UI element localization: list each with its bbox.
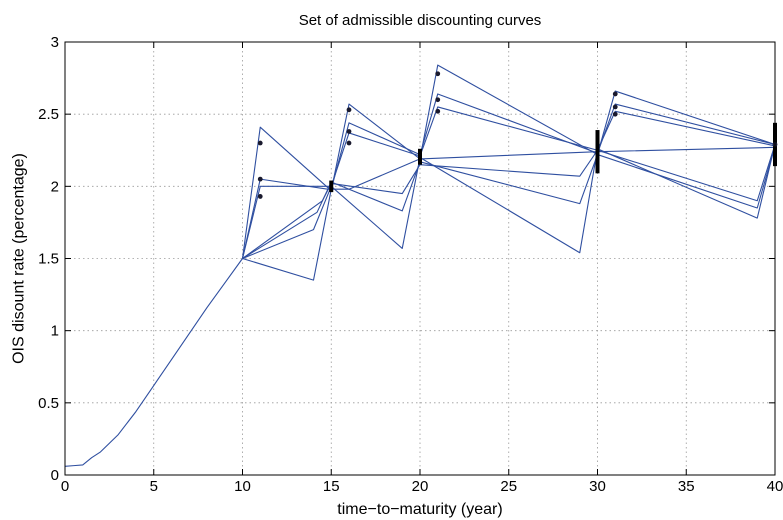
data-point	[612, 111, 618, 117]
data-point	[257, 140, 263, 146]
y-tick-label: 1	[51, 323, 59, 340]
x-tick-label: 35	[678, 478, 695, 495]
data-point	[435, 71, 441, 77]
data-point	[435, 108, 441, 114]
y-tick-label: 0	[51, 467, 59, 484]
chart-title: Set of admissible discounting curves	[299, 12, 542, 29]
data-point	[346, 107, 352, 113]
x-tick-label: 10	[234, 478, 251, 495]
grid	[65, 42, 775, 475]
data-point	[346, 140, 352, 146]
data-point	[257, 194, 263, 199]
data-point	[346, 129, 352, 134]
series-line-common	[64, 258, 243, 467]
data-point	[612, 104, 618, 110]
ticks	[64, 41, 776, 476]
x-tick-label: 5	[150, 478, 158, 495]
x-axis-title: time−to−maturity (year)	[337, 501, 502, 518]
y-tick-label: 3	[51, 34, 59, 51]
x-tick-label: 15	[323, 478, 340, 495]
x-tick-label: 30	[589, 478, 606, 495]
data-point	[257, 176, 263, 182]
x-tick-labels: 0 5 10 15 20 25 30 35 40	[61, 478, 783, 495]
y-tick-label: 2	[51, 178, 59, 195]
series-line-2	[241, 93, 776, 259]
y-tick-label: 0.5	[38, 395, 59, 412]
y-tick-label: 2.5	[38, 106, 59, 123]
x-tick-label: 40	[767, 478, 783, 495]
y-tick-labels: 0 0.5 1 1.5 2 2.5 3	[38, 34, 59, 484]
data-point	[435, 97, 441, 103]
x-tick-label: 25	[500, 478, 517, 495]
x-tick-label: 20	[412, 478, 429, 495]
y-axis-title: OIS disount rate (percentage)	[11, 153, 28, 364]
y-tick-label: 1.5	[38, 251, 59, 268]
data-point	[612, 91, 618, 97]
x-tick-label: 0	[61, 478, 69, 495]
